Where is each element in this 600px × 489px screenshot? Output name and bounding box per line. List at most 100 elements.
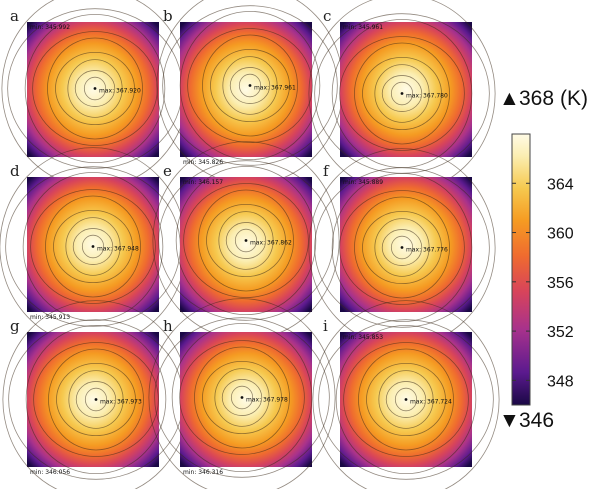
panel-label: c (323, 7, 331, 25)
panel-label: e (163, 162, 172, 180)
panel-g: g max: 367.973 min: 346.056 (2, 300, 190, 489)
panel-label: d (10, 162, 20, 180)
contour-ring (25, 324, 167, 475)
min-annotation: min: 346.056 (30, 469, 70, 476)
contour-ring (47, 37, 143, 140)
contour-lines (2, 300, 190, 489)
contour-lines (312, 300, 500, 489)
max-annotation: max: 367.978 (246, 397, 288, 404)
contour-ring (214, 368, 270, 427)
contour-ring (381, 229, 423, 266)
min-annotation: min: 345.853 (343, 334, 383, 341)
max-annotation: max: 367.724 (410, 399, 452, 406)
panel-i: i max: 367.724 min: 345.853 (312, 300, 500, 489)
max-point (404, 398, 408, 401)
panel-e: e max: 367.862 min: 346.157 (152, 141, 340, 340)
contour-ring (343, 342, 469, 457)
contour-ring (206, 203, 286, 277)
contour-ring (366, 362, 446, 436)
contour-ring (84, 387, 108, 412)
contour-ring (148, 298, 336, 489)
colorbar-min-label: 346 (519, 409, 554, 432)
max-point (91, 245, 95, 248)
contour-ring (198, 189, 294, 292)
max-point (400, 246, 404, 249)
contour-ring (74, 70, 116, 107)
max-annotation: max: 367.973 (100, 399, 142, 406)
colorbar-min-arrow: ▼ (499, 409, 520, 432)
contour-ring (24, 13, 166, 164)
contour-ring (222, 56, 278, 115)
panel-label: a (10, 7, 19, 25)
contour-ring (234, 228, 258, 253)
contour-ring (229, 67, 271, 104)
contour-ring (354, 196, 450, 299)
contour-ring (378, 370, 434, 429)
colorbar-tick-label: 352 (547, 324, 574, 341)
contour-ring (83, 76, 107, 101)
contour-ring (390, 235, 414, 260)
max-point (93, 87, 97, 90)
colorbar-tick-label: 360 (547, 226, 574, 243)
heatmap-field (27, 22, 159, 157)
colorbar-tick-label: 356 (547, 275, 574, 292)
contour-ring (354, 42, 450, 145)
contour-ring (339, 36, 465, 151)
contour-ring (81, 234, 105, 259)
max-point (248, 84, 252, 87)
contour-ring (30, 189, 156, 304)
contour-ring (171, 322, 313, 473)
contour-ring (55, 52, 135, 125)
colorbar-ticks: 364 360 356 352 348 (512, 176, 574, 390)
contour-ring (194, 346, 290, 449)
heatmap-field (27, 332, 159, 467)
contour-ring (45, 195, 141, 298)
contour-ring (218, 211, 274, 270)
contour-ring (318, 319, 494, 480)
contour-ring (162, 5, 338, 166)
colorbar-max-arrow: ▲ (499, 87, 520, 110)
contour-ring (394, 387, 418, 412)
colorbar-gradient (511, 133, 531, 406)
contour-ring (183, 183, 309, 298)
min-annotation: min: 345.913 (30, 314, 70, 321)
colorbar-unit: (K) (560, 87, 588, 110)
min-annotation: min: 346.157 (183, 179, 223, 186)
contour-ring (210, 49, 290, 122)
max-annotation: max: 367.776 (406, 247, 448, 254)
panel-label: g (10, 317, 20, 335)
contour-ring (374, 64, 430, 123)
contour-ring (314, 167, 490, 328)
panel-label: i (323, 317, 328, 335)
contour-ring (154, 317, 330, 478)
max-point (94, 398, 98, 401)
max-annotation: max: 367.862 (250, 240, 292, 247)
max-point (400, 92, 404, 95)
panel-h: h max: 367.978 min: 346.316 (148, 298, 336, 489)
min-annotation: min: 345.961 (343, 24, 383, 31)
contour-ring (72, 228, 114, 265)
min-annotation: min: 345.889 (343, 179, 383, 186)
colorbar-tick-label: 364 (547, 176, 574, 193)
contour-ring (48, 348, 144, 451)
contour-ring (33, 342, 159, 457)
contour-ring (238, 73, 262, 98)
panel-c: c max: 367.780 min: 345.961 (308, 0, 496, 193)
contour-ring (53, 209, 133, 283)
contour-ring (374, 218, 430, 277)
heatmap-field (180, 332, 312, 467)
panel-label: b (163, 7, 173, 25)
panel-label: h (163, 317, 173, 335)
min-annotation: min: 345.992 (30, 24, 70, 31)
min-annotation: min: 346.316 (183, 469, 223, 476)
contour-ring (362, 210, 442, 284)
contour-ring (202, 360, 282, 434)
contour-ring (179, 340, 305, 455)
contour-ring (312, 300, 500, 489)
heatmap-field (27, 177, 159, 312)
contour-ring (230, 385, 254, 410)
contour-ring (22, 171, 164, 322)
max-annotation: max: 367.780 (406, 93, 448, 100)
heatmap-field (340, 22, 472, 157)
